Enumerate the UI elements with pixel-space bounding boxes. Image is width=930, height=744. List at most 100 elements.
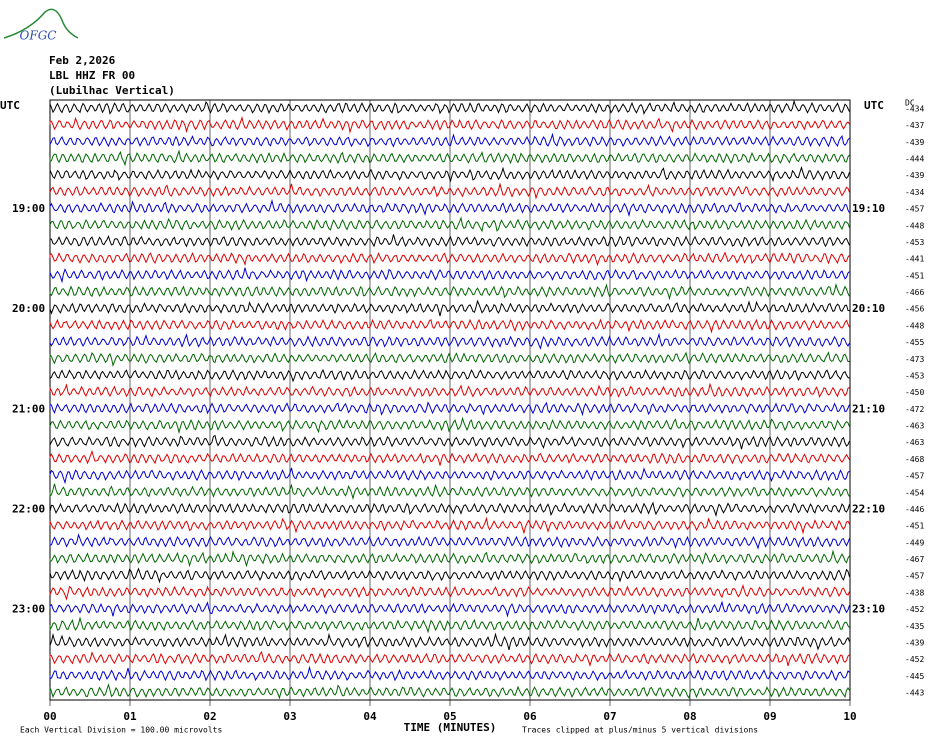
dc-offset: -445 <box>905 672 924 681</box>
scale-note: Each Vertical Division = 100.00 microvol… <box>20 726 222 735</box>
time-label-right: 21:10 <box>852 402 885 415</box>
time-label-left: 21:00 <box>12 402 45 415</box>
trace <box>49 665 850 682</box>
trace <box>49 351 850 367</box>
dc-offset: -463 <box>905 422 924 431</box>
trace <box>49 368 850 383</box>
trace <box>49 401 850 417</box>
dc-offset: -457 <box>905 472 924 481</box>
trace <box>49 332 850 350</box>
trace <box>49 267 850 284</box>
dc-offset: -434 <box>905 105 924 114</box>
trace <box>49 567 850 584</box>
trace <box>49 467 850 485</box>
logo: OFGC <box>3 8 79 43</box>
x-tick-label: 09 <box>763 710 776 723</box>
time-label-right: 20:10 <box>852 302 885 315</box>
dc-offset: -450 <box>905 388 924 397</box>
trace <box>49 533 850 550</box>
dc-offset: -443 <box>905 689 924 698</box>
dc-offset: -452 <box>905 655 924 664</box>
dc-offset: -441 <box>905 255 924 264</box>
dc-offset: -468 <box>905 455 924 464</box>
trace <box>49 416 850 435</box>
clip-note: Traces clipped at plus/minus 5 vertical … <box>522 726 758 735</box>
dc-offset: -446 <box>905 505 924 514</box>
dc-offset: -448 <box>905 321 924 330</box>
trace <box>49 318 850 334</box>
trace <box>49 483 850 501</box>
trace <box>49 216 850 233</box>
dc-offset: -466 <box>905 288 924 297</box>
x-tick-label: 04 <box>363 710 377 723</box>
dc-offset: -438 <box>905 588 924 597</box>
location: (Lubilhac Vertical) <box>49 84 175 97</box>
trace <box>49 132 850 148</box>
dc-offset: -453 <box>905 238 924 247</box>
trace <box>49 583 850 601</box>
trace <box>49 616 850 634</box>
time-label-left: 22:00 <box>12 502 45 515</box>
dc-offset: -456 <box>905 305 924 314</box>
dc-offset: -439 <box>905 638 924 647</box>
trace <box>49 251 850 267</box>
x-tick-label: 07 <box>603 710 616 723</box>
date: Feb 2,2026 <box>49 54 116 67</box>
dc-offset: -453 <box>905 371 924 380</box>
logo-text: OFGC <box>20 29 57 43</box>
dc-offset: -473 <box>905 355 924 364</box>
dc-label: DC <box>905 99 915 108</box>
time-label-right: 19:10 <box>852 202 885 215</box>
trace <box>49 149 850 167</box>
dc-offset: -452 <box>905 605 924 614</box>
x-axis-label: TIME (MINUTES) <box>404 721 497 734</box>
dc-offset: -437 <box>905 121 924 130</box>
trace <box>49 516 850 535</box>
trace <box>49 449 850 466</box>
x-tick-label: 05 <box>443 710 456 723</box>
trace <box>49 165 850 183</box>
dc-offset: -434 <box>905 188 924 197</box>
trace <box>49 600 850 618</box>
trace <box>49 501 850 518</box>
dc-offset: -457 <box>905 205 924 214</box>
dc-offset: -455 <box>905 338 924 347</box>
time-label-left: 23:00 <box>12 603 45 616</box>
trace <box>49 182 850 200</box>
dc-offset: -435 <box>905 622 924 631</box>
dc-offset: -463 <box>905 438 924 447</box>
x-tick-label: 10 <box>843 710 856 723</box>
dc-offset: -472 <box>905 405 924 414</box>
trace <box>49 99 850 116</box>
trace <box>49 683 850 700</box>
trace <box>49 650 850 667</box>
dc-offset: -454 <box>905 488 924 497</box>
x-tick-label: 02 <box>203 710 216 723</box>
trace <box>49 382 850 399</box>
trace <box>49 549 850 568</box>
dc-offset: -467 <box>905 555 924 564</box>
x-tick-label: 01 <box>123 710 137 723</box>
time-label-right: 23:10 <box>852 603 885 616</box>
dc-offset: -439 <box>905 138 924 147</box>
x-tick-label: 03 <box>283 710 296 723</box>
trace <box>49 198 850 218</box>
x-tick-label: 06 <box>523 710 537 723</box>
trace <box>49 299 850 317</box>
x-tick-label: 00 <box>43 710 56 723</box>
time-label-left: UTC <box>0 99 20 112</box>
dc-offset: -451 <box>905 522 924 531</box>
trace <box>49 116 850 134</box>
trace <box>49 282 850 301</box>
trace <box>49 434 850 450</box>
dc-offset: -444 <box>905 155 924 164</box>
dc-offset: -457 <box>905 572 924 581</box>
time-label-right: UTC <box>864 99 884 112</box>
dc-offset: -448 <box>905 221 924 230</box>
x-tick-label: 08 <box>683 710 696 723</box>
time-label-left: 20:00 <box>12 302 45 315</box>
trace <box>49 234 850 248</box>
station: LBL HHZ FR 00 <box>49 69 135 82</box>
time-label-left: 19:00 <box>12 202 45 215</box>
dc-offset: -451 <box>905 271 924 280</box>
